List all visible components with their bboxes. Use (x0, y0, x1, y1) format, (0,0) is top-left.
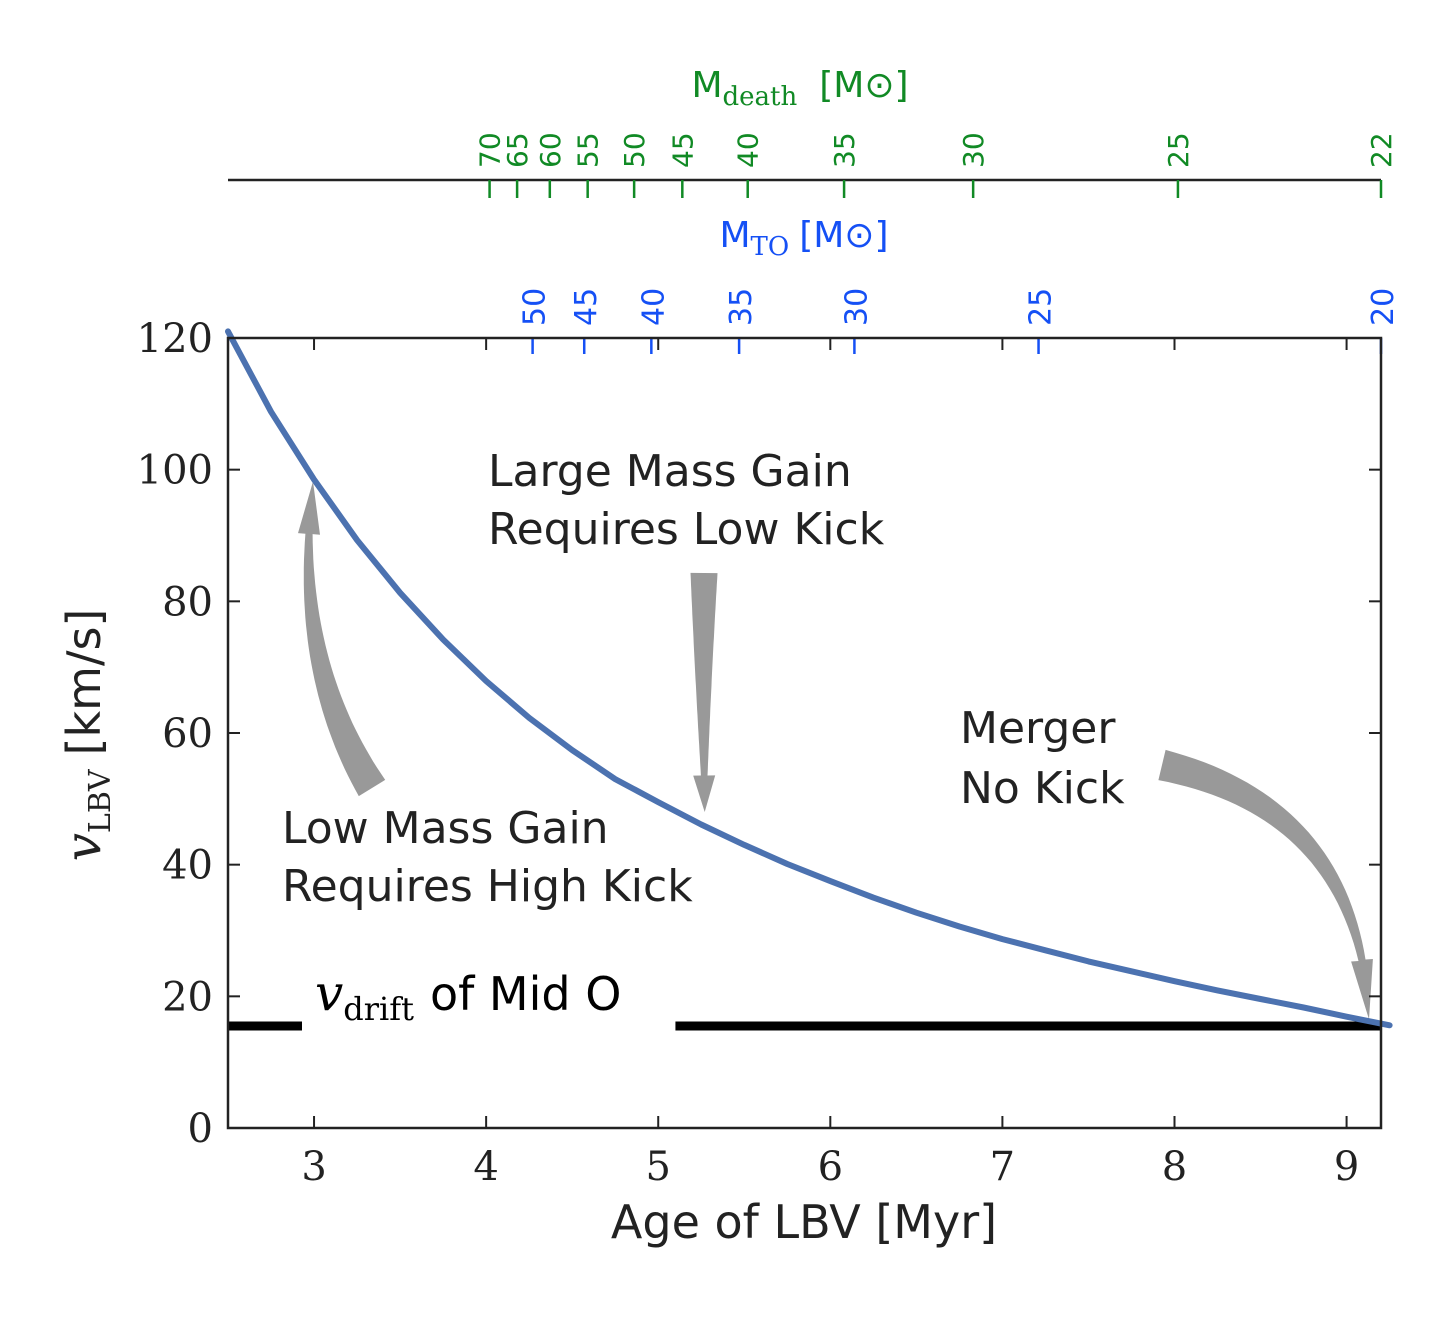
annotation-merger: Merger No Kick (960, 703, 1129, 814)
mdeath-tick-label: 35 (828, 132, 861, 168)
annotation-large-mass-gain: Large Mass Gain Requires Low Kick (488, 446, 885, 555)
mdeath-tick-label: 40 (732, 132, 765, 168)
x-tick-label: 8 (1162, 1144, 1187, 1190)
arrow-large-mass-gain (690, 572, 718, 812)
mdeath-tick-label: 50 (618, 132, 651, 168)
y-tick-label: 80 (162, 579, 213, 625)
mdeath-tick-label: 70 (474, 132, 507, 168)
arrow-merger (1158, 749, 1373, 1020)
plot-area: 3 4 5 6 7 8 9 0 20 40 60 80 100 120 (137, 316, 1393, 1190)
x-tick-label: 9 (1334, 1144, 1359, 1190)
mto-axis: 50 45 40 35 30 25 20 MTO [M⊙] (518, 215, 1401, 354)
y-tick-label: 40 (162, 843, 213, 889)
mdeath-tick-label: 25 (1162, 132, 1195, 168)
y-tick-label: 120 (137, 316, 213, 362)
x-tick-label: 6 (818, 1144, 843, 1190)
x-ticks: 3 4 5 6 7 8 9 (301, 338, 1359, 1190)
x-axis-title: Age of LBV [Myr] (611, 1195, 997, 1249)
mto-axis-title: MTO [M⊙] (719, 215, 888, 262)
mto-tick-label: 40 (636, 288, 671, 326)
mto-tick-label: 50 (518, 288, 553, 326)
mto-tick-label: 35 (724, 288, 759, 326)
y-ticks: 0 20 40 60 80 100 120 (137, 316, 1381, 1152)
mto-ticks: 50 45 40 35 30 25 20 (518, 288, 1401, 354)
arrow-low-mass-gain (298, 481, 386, 797)
y-tick-label: 100 (137, 448, 213, 494)
y-tick-label: 60 (162, 711, 213, 757)
y-axis-title: vLBV[km/s] (54, 609, 118, 862)
mdeath-axis-title: Mdeath [M⊙] (691, 65, 908, 112)
vlbv-curve (225, 328, 1393, 1029)
annotation-low-mass-gain: Low Mass Gain Requires High Kick (282, 803, 693, 912)
mdeath-tick-label: 65 (501, 132, 534, 168)
y-tick-label: 0 (188, 1106, 213, 1152)
x-tick-label: 7 (990, 1144, 1015, 1190)
x-tick-label: 5 (645, 1144, 670, 1190)
annotation-arrows (298, 481, 1373, 1020)
mdeath-tick-label: 55 (572, 132, 605, 168)
mdeath-tick-label: 45 (666, 132, 699, 168)
mdeath-tick-label: 30 (957, 132, 990, 168)
mdeath-tick-label: 60 (534, 132, 567, 168)
x-tick-label: 3 (301, 1144, 326, 1190)
mto-tick-label: 20 (1366, 288, 1401, 326)
mdeath-tick-label: 22 (1365, 132, 1398, 168)
x-tick-label: 4 (473, 1144, 498, 1190)
mto-tick-label: 25 (1024, 288, 1059, 326)
mto-tick-label: 45 (569, 288, 604, 326)
vdrift-label: vdrift of Mid O (315, 964, 621, 1028)
y-tick-label: 20 (162, 974, 213, 1020)
mto-tick-label: 30 (839, 288, 874, 326)
